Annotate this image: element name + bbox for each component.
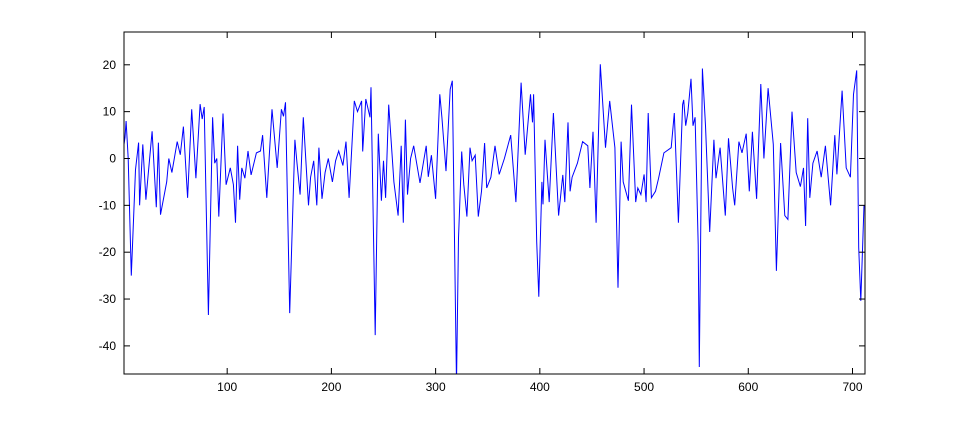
y-tick-label: -30 <box>99 292 117 306</box>
y-tick-label: -10 <box>99 198 117 212</box>
y-tick-label: -20 <box>99 245 117 259</box>
x-tick-label: 700 <box>842 380 862 394</box>
y-tick-label: 20 <box>103 58 117 72</box>
y-tick-label: 0 <box>109 151 116 165</box>
x-tick-label: 400 <box>530 380 550 394</box>
y-tick-label: -40 <box>99 339 117 353</box>
x-tick-label: 200 <box>321 380 341 394</box>
x-tick-label: 100 <box>217 380 237 394</box>
series-line <box>124 64 865 374</box>
y-tick-label: 10 <box>103 105 117 119</box>
axes-box <box>123 31 866 375</box>
x-tick-label: 300 <box>426 380 446 394</box>
x-tick-label: 500 <box>634 380 654 394</box>
x-tick-label: 600 <box>738 380 758 394</box>
